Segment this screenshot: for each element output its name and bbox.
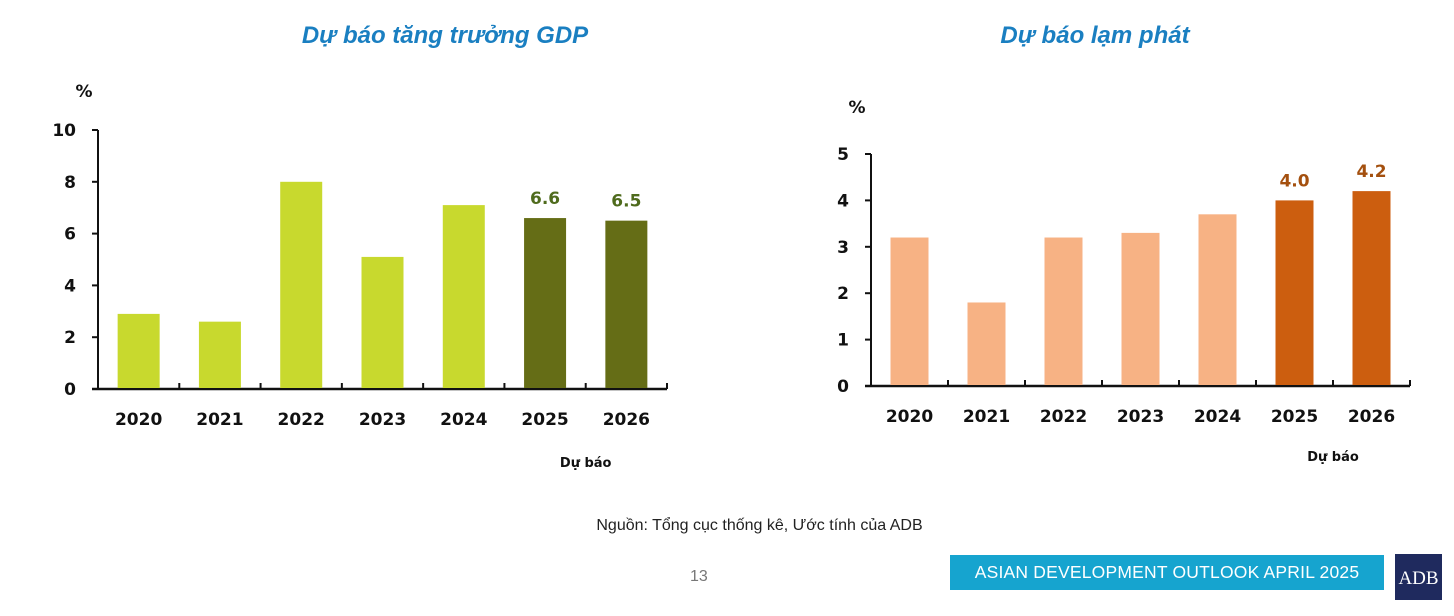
gdp-y-tick-label: 2 bbox=[64, 328, 76, 348]
inflation-x-tick-label: 2021 bbox=[963, 407, 1010, 427]
inflation-x-tick-label: 2023 bbox=[1117, 407, 1164, 427]
inflation-y-tick-label: 5 bbox=[837, 145, 849, 165]
adb-logo: ADB bbox=[1395, 554, 1442, 600]
gdp-data-label: 6.6 bbox=[530, 189, 560, 209]
gdp-y-tick-label: 6 bbox=[64, 225, 76, 245]
inflation-bar-2024 bbox=[1198, 214, 1237, 385]
gdp-bar-2026 bbox=[605, 220, 648, 388]
inflation-forecast-label: Dự báo bbox=[1307, 450, 1359, 465]
gdp-bar-2020 bbox=[117, 313, 160, 388]
inflation-x-tick-label: 2026 bbox=[1348, 407, 1395, 427]
inflation-data-label: 4.0 bbox=[1279, 171, 1309, 191]
inflation-y-unit: % bbox=[848, 98, 865, 118]
gdp-x-tick-label: 2026 bbox=[603, 410, 650, 430]
gdp-x-tick-label: 2022 bbox=[278, 410, 325, 430]
gdp-data-label: 6.5 bbox=[611, 192, 641, 212]
inflation-x-tick-label: 2022 bbox=[1040, 407, 1087, 427]
gdp-bar-2021 bbox=[198, 321, 241, 388]
inflation-y-tick-label: 3 bbox=[837, 238, 849, 258]
page-number: 13 bbox=[690, 568, 708, 585]
inflation-bar-2022 bbox=[1044, 237, 1083, 385]
inflation-data-label: 4.2 bbox=[1356, 162, 1386, 182]
gdp-x-tick-label: 2021 bbox=[196, 410, 243, 430]
inflation-x-tick-label: 2020 bbox=[886, 407, 933, 427]
gdp-x-tick-label: 2025 bbox=[521, 410, 568, 430]
inflation-bar-2020 bbox=[890, 237, 929, 385]
source-note: Nguồn: Tổng cục thống kê, Ước tính của A… bbox=[596, 517, 923, 534]
inflation-bar-2023 bbox=[1121, 232, 1160, 385]
gdp-bar-2022 bbox=[280, 181, 323, 388]
gdp-y-unit: % bbox=[75, 82, 92, 102]
report-banner: ASIAN DEVELOPMENT OUTLOOK APRIL 2025 bbox=[950, 555, 1384, 590]
inflation-y-tick-label: 0 bbox=[837, 377, 849, 397]
inflation-bar-2021 bbox=[967, 302, 1006, 385]
gdp-x-tick-label: 2023 bbox=[359, 410, 406, 430]
gdp-bar-2023 bbox=[361, 256, 404, 388]
gdp-y-tick-label: 10 bbox=[52, 121, 76, 141]
inflation-y-tick-label: 4 bbox=[837, 191, 849, 211]
gdp-y-tick-label: 8 bbox=[64, 173, 76, 193]
inflation-chart-title: Dự báo lạm phát bbox=[1000, 22, 1190, 49]
inflation-bar-2025 bbox=[1275, 200, 1314, 385]
gdp-bar-2024 bbox=[442, 205, 485, 388]
inflation-bar-2026 bbox=[1352, 191, 1391, 385]
inflation-y-tick-label: 2 bbox=[837, 284, 849, 304]
gdp-y-tick-label: 4 bbox=[64, 276, 76, 296]
inflation-x-tick-label: 2025 bbox=[1271, 407, 1318, 427]
gdp-bar-2025 bbox=[524, 218, 567, 388]
gdp-y-tick-label: 0 bbox=[64, 380, 76, 400]
gdp-chart-title: Dự báo tăng trưởng GDP bbox=[301, 22, 589, 49]
gdp-x-tick-label: 2024 bbox=[440, 410, 487, 430]
gdp-x-tick-label: 2020 bbox=[115, 410, 162, 430]
inflation-x-tick-label: 2024 bbox=[1194, 407, 1241, 427]
inflation-y-tick-label: 1 bbox=[837, 331, 849, 351]
gdp-forecast-label: Dự báo bbox=[560, 456, 612, 471]
